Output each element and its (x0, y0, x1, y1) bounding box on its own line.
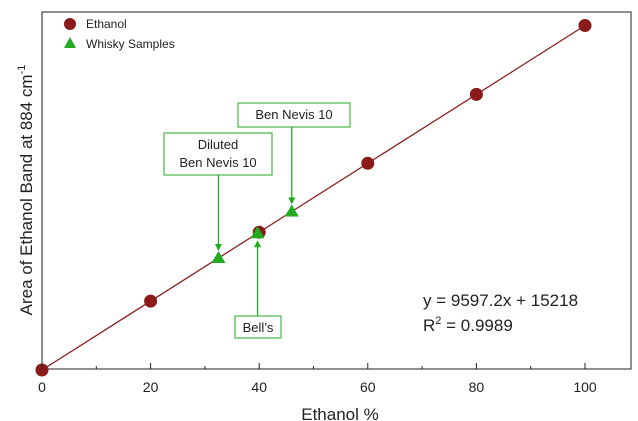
whisky-sample-point (211, 251, 226, 264)
y-axis-title-main: Area of Ethanol Band at 884 cm (17, 74, 36, 315)
whisky-sample-point (284, 204, 299, 217)
x-tick-label: 100 (573, 379, 597, 395)
plot-frame (41, 11, 632, 370)
callout: Diluted Ben Nevis 10 (163, 132, 273, 252)
x-tick-label: 80 (469, 379, 485, 395)
x-tick-label: 40 (251, 379, 267, 395)
legend-marker-whisky (64, 37, 76, 48)
callout-arrowhead (254, 240, 262, 248)
x-tick-label: 0 (38, 379, 46, 395)
callout: Bell’s (234, 240, 282, 339)
callout-text: Bell’s (243, 320, 274, 335)
callout-text: Ben Nevis 10 (179, 155, 256, 170)
fit-line (41, 24, 586, 371)
r-squared: R2 = 0.9989 (423, 315, 513, 335)
callout-arrowhead (288, 197, 296, 205)
legend-label-ethanol: Ethanol (86, 17, 127, 31)
callout: Ben Nevis 10 (237, 102, 351, 205)
r-squared-superscript: 2 (435, 315, 441, 327)
callout-text: Diluted (198, 137, 238, 152)
r-squared-label: R (423, 316, 435, 335)
callout-arrowhead (214, 244, 222, 252)
callout-text: Ben Nevis 10 (255, 107, 332, 122)
fit-line-layer (41, 24, 586, 371)
ethanol-point (144, 294, 158, 308)
legend-label-whisky: Whisky Samples (86, 37, 175, 51)
whisky-sample-point (250, 226, 265, 239)
x-tick-label: 20 (143, 379, 159, 395)
ethanol-point (469, 87, 483, 101)
y-axis-title-superscript: -1 (16, 65, 28, 75)
callout-box (237, 102, 351, 128)
x-axis-ticks: 0 20 40 60 80 100 (38, 363, 597, 395)
legend-marker-ethanol (64, 18, 76, 30)
fit-equation: y = 9597.2x + 15218 (423, 291, 578, 310)
data-marks (35, 19, 592, 377)
x-tick-label: 60 (360, 379, 376, 395)
plot-area-border (41, 11, 632, 370)
callout-layer: Diluted Ben Nevis 10 Ben Nevis 10 Bell’s (163, 102, 351, 339)
r-squared-value: = 0.9989 (441, 316, 512, 335)
x-axis-title: Ethanol % (301, 405, 379, 421)
ethanol-point (35, 363, 49, 377)
ethanol-point (578, 19, 592, 32)
legend: Ethanol Whisky Samples (64, 17, 175, 51)
y-axis-title: Area of Ethanol Band at 884 cm-1 (16, 65, 36, 316)
ethanol-point (361, 156, 375, 170)
